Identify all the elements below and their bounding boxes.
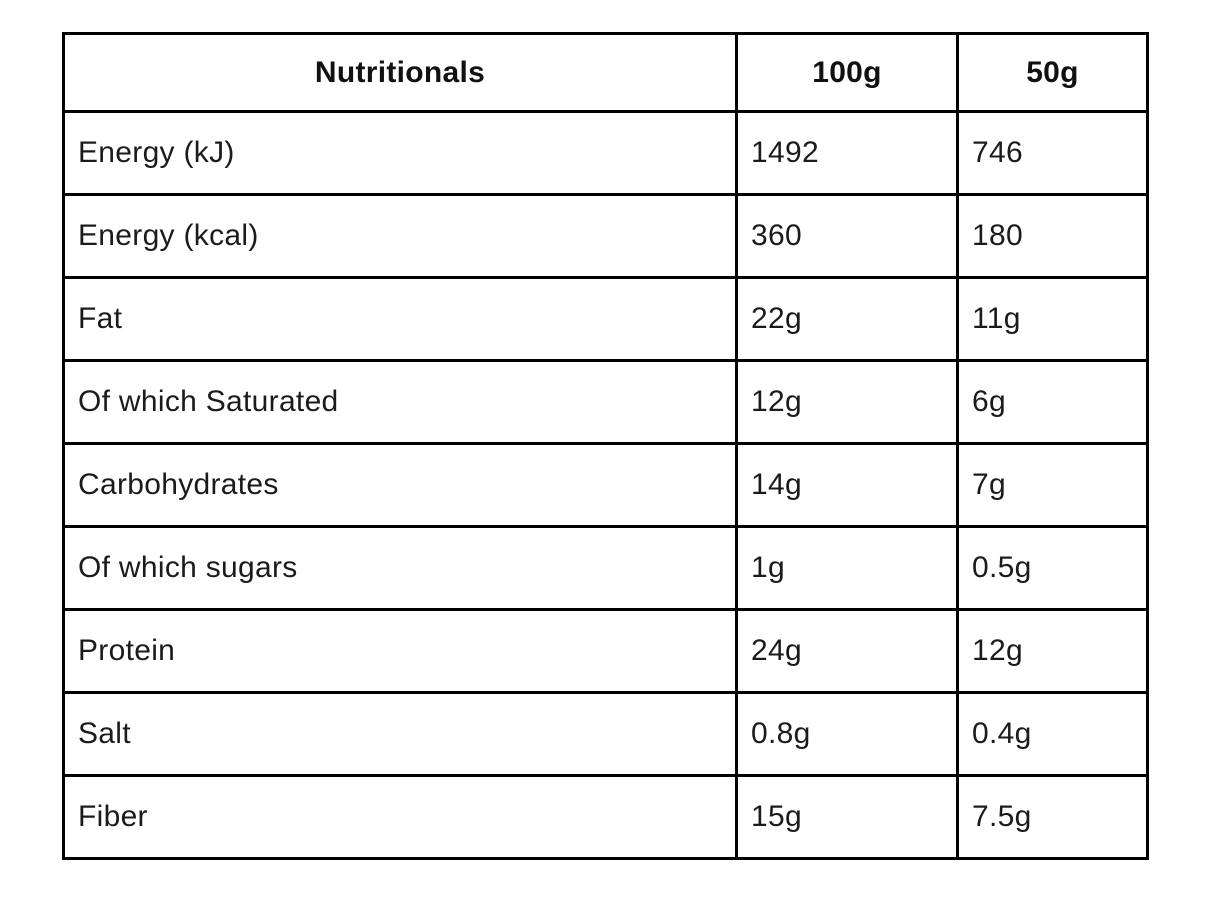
table-row-fiber: Fiber 15g 7.5g — [62, 774, 1149, 860]
table-row-energy-kcal: Energy (kcal) 360 180 — [62, 193, 1149, 279]
row-value-100g: 1492 — [735, 110, 959, 196]
row-value-50g: 0.4g — [956, 691, 1149, 777]
table-row-sugars: Of which sugars 1g 0.5g — [62, 525, 1149, 611]
header-cell-nutritionals: Nutritionals — [62, 32, 738, 113]
row-value-50g: 7g — [956, 442, 1149, 528]
row-label: Energy (kJ) — [62, 110, 738, 196]
row-value-100g: 15g — [735, 774, 959, 860]
header-cell-50g: 50g — [956, 32, 1149, 113]
row-value-50g: 746 — [956, 110, 1149, 196]
row-value-100g: 14g — [735, 442, 959, 528]
row-value-50g: 180 — [956, 193, 1149, 279]
header-row: Nutritionals 100g 50g — [62, 32, 1149, 113]
row-label: Carbohydrates — [62, 442, 738, 528]
table-row-saturated: Of which Saturated 12g 6g — [62, 359, 1149, 445]
table-row-energy-kj: Energy (kJ) 1492 746 — [62, 110, 1149, 196]
row-value-100g: 1g — [735, 525, 959, 611]
row-value-50g: 7.5g — [956, 774, 1149, 860]
row-label: Fat — [62, 276, 738, 362]
row-value-50g: 6g — [956, 359, 1149, 445]
row-value-100g: 22g — [735, 276, 959, 362]
row-value-100g: 360 — [735, 193, 959, 279]
row-value-100g: 12g — [735, 359, 959, 445]
table-row-protein: Protein 24g 12g — [62, 608, 1149, 694]
header-cell-100g: 100g — [735, 32, 959, 113]
row-label: Salt — [62, 691, 738, 777]
nutrition-table-header: Nutritionals 100g 50g — [62, 32, 1149, 113]
row-value-100g: 0.8g — [735, 691, 959, 777]
row-label: Of which sugars — [62, 525, 738, 611]
row-value-50g: 11g — [956, 276, 1149, 362]
row-value-50g: 12g — [956, 608, 1149, 694]
row-label: Protein — [62, 608, 738, 694]
table-row-carbohydrates: Carbohydrates 14g 7g — [62, 442, 1149, 528]
table-row-fat: Fat 22g 11g — [62, 276, 1149, 362]
table-row-salt: Salt 0.8g 0.4g — [62, 691, 1149, 777]
nutrition-table-container: Nutritionals 100g 50g Energy (kJ) 1492 7… — [62, 32, 1149, 860]
nutrition-table-body: Energy (kJ) 1492 746 Energy (kcal) 360 1… — [62, 110, 1149, 860]
row-value-50g: 0.5g — [956, 525, 1149, 611]
row-label: Energy (kcal) — [62, 193, 738, 279]
row-label: Of which Saturated — [62, 359, 738, 445]
row-value-100g: 24g — [735, 608, 959, 694]
row-label: Fiber — [62, 774, 738, 860]
nutrition-table: Nutritionals 100g 50g Energy (kJ) 1492 7… — [62, 32, 1149, 860]
